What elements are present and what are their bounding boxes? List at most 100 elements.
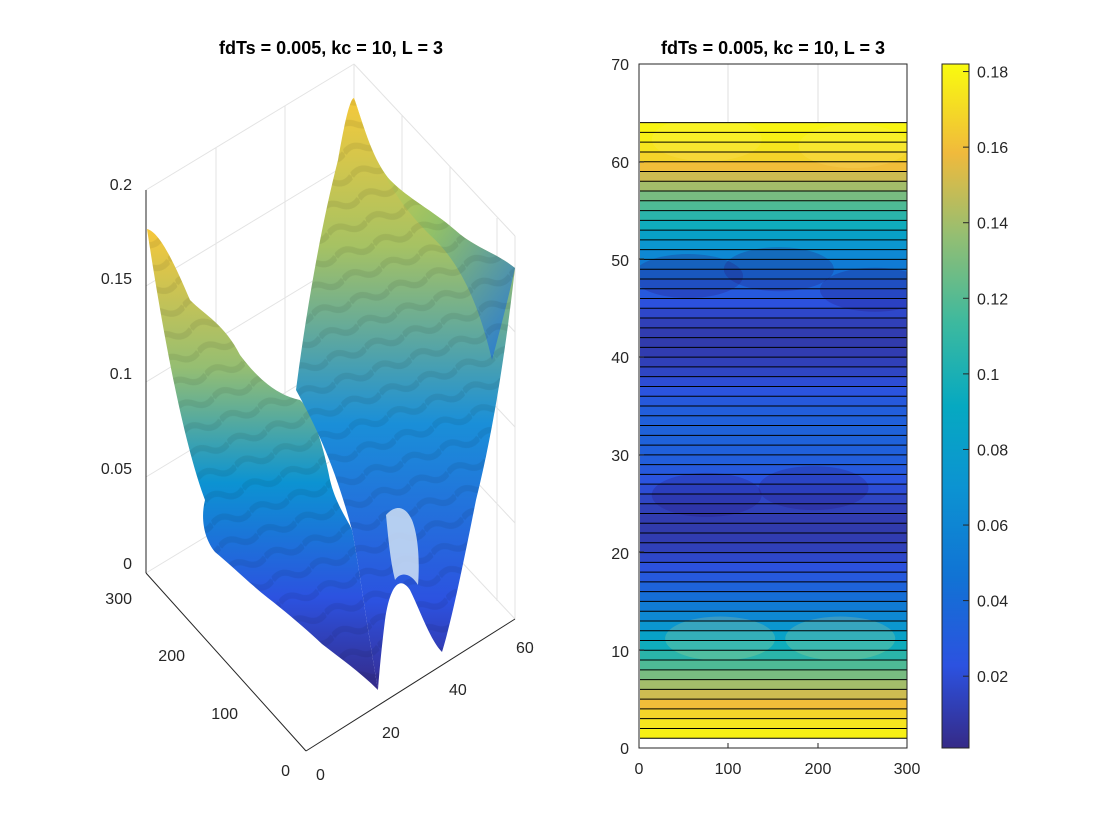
heatmap-row: [640, 386, 907, 397]
grid-top-left: [145, 63, 355, 191]
heatmap-tick-marks: [638, 63, 908, 748]
y-axis-line: [145, 572, 307, 752]
heatmap-row: [640, 620, 907, 632]
colorbar-gradient: [942, 64, 969, 748]
z-axis-ticks: 0 0.05 0.1 0.15 0.2: [101, 177, 132, 573]
heatmap-row: [640, 327, 907, 339]
hm-x-tick-3: 300: [894, 761, 921, 778]
heatmap-row: [640, 523, 907, 534]
heatmap-row: [640, 542, 907, 554]
x-tick-2: 40: [449, 682, 467, 699]
heatmap-row: [640, 337, 907, 348]
colorbar-frame: [941, 63, 970, 749]
y-tick-0: 0: [281, 763, 290, 780]
z-tick-3: 0.15: [101, 271, 132, 288]
heatmap-axes-box: [638, 63, 908, 749]
heatmap-plot: fdTs = 0.005, kc = 10, L = 3 0 10 20 30 …: [611, 38, 921, 778]
heatmap-row: [640, 689, 907, 700]
z-tick-1: 0.05: [101, 461, 132, 478]
heatmap-row: [640, 552, 907, 563]
heatmap-row: [640, 474, 907, 485]
heatmap-row: [640, 718, 907, 729]
colorbar-tick-label: 0.08: [977, 442, 1008, 459]
heatmap-row: [640, 269, 907, 280]
heatmap-row: [640, 533, 907, 544]
surface-mesh: [147, 98, 515, 690]
colorbar: 0.02 0.04 0.06 0.08 0.1 0.12 0.14 0.16 0.18: [941, 63, 1008, 749]
heatmap-row: [640, 484, 907, 495]
heatmap-row: [640, 171, 907, 182]
y-tick-3: 300: [105, 591, 132, 608]
hm-x-tick-1: 100: [715, 761, 742, 778]
hm-y-tick-0: 0: [620, 741, 629, 758]
heatmap-row: [640, 357, 907, 368]
heatmap-row: [640, 425, 907, 436]
heatmap-row: [640, 308, 907, 319]
heatmap-row: [640, 601, 907, 612]
grid-top-right: [353, 63, 516, 237]
heatmap-row: [640, 376, 907, 387]
hm-x-tick-2: 200: [805, 761, 832, 778]
heatmap-row: [640, 611, 907, 622]
heatmap-row: [640, 161, 907, 172]
heatmap-cells: [640, 122, 907, 738]
heatmap-row: [640, 699, 907, 710]
y-tick-2: 200: [158, 648, 185, 665]
colorbar-tick-label: 0.16: [977, 140, 1008, 157]
heatmap-title: fdTs = 0.005, kc = 10, L = 3: [661, 38, 885, 58]
heatmap-row: [640, 230, 907, 241]
heatmap-y-ticks: 0 10 20 30 40 50 60 70: [611, 57, 629, 758]
heatmap-patch: [785, 616, 896, 661]
heatmap-row: [640, 708, 907, 720]
heatmap-row: [640, 298, 907, 309]
heatmap-row: [640, 406, 907, 417]
heatmap-row: [640, 503, 907, 514]
x-tick-3: 60: [516, 640, 534, 657]
colorbar-tick-label: 0.04: [977, 594, 1008, 611]
colorbar-ticks: 0.02 0.04 0.06 0.08 0.1 0.12 0.14 0.16 0.18: [963, 65, 1008, 686]
hm-y-tick-4: 40: [611, 350, 629, 367]
heatmap-row: [640, 640, 907, 651]
colorbar-tick-label: 0.18: [977, 65, 1008, 82]
z-tick-2: 0.1: [110, 366, 132, 383]
heatmap-row: [640, 151, 907, 163]
colorbar-tick-label: 0.12: [977, 291, 1008, 308]
heatmap-patch: [798, 124, 907, 169]
heatmap-row: [640, 630, 907, 642]
heatmap-patch: [651, 472, 762, 517]
hm-y-tick-7: 70: [611, 57, 629, 74]
y-tick-1: 100: [211, 706, 238, 723]
z-tick-0: 0: [123, 556, 132, 573]
heatmap-row: [640, 660, 907, 671]
grid-z015: [145, 159, 355, 287]
heatmap-patch: [651, 122, 762, 162]
heatmap-row: [640, 366, 907, 378]
heatmap-row: [640, 650, 907, 661]
y-axis-ticks: 0 100 200 300: [105, 591, 290, 780]
heatmap-row: [640, 259, 907, 270]
heatmap-row: [640, 454, 907, 466]
hm-y-tick-3: 30: [611, 448, 629, 465]
heatmap-row: [640, 142, 907, 153]
surface-plot: fdTs = 0.005, kc = 10, L = 3: [101, 38, 534, 784]
heatmap-row: [640, 288, 907, 300]
heatmap-row: [640, 581, 907, 593]
heatmap-row: [640, 445, 907, 456]
x-tick-0: 0: [316, 767, 325, 784]
surface-axes: [145, 190, 516, 752]
heatmap-row-lines: [640, 122, 907, 739]
heatmap-row: [640, 122, 907, 133]
heatmap-row: [640, 396, 907, 407]
hm-y-tick-1: 10: [611, 644, 629, 661]
colorbar-tick-label: 0.06: [977, 518, 1008, 535]
heatmap-row: [640, 464, 907, 475]
x-axis-ticks: 0 20 40 60: [316, 640, 534, 784]
z-tick-4: 0.2: [110, 177, 132, 194]
heatmap-row: [640, 591, 907, 602]
surface-title: fdTs = 0.005, kc = 10, L = 3: [219, 38, 443, 58]
heatmap-row: [640, 415, 907, 427]
heatmap-row: [640, 562, 907, 573]
heatmap-patch: [665, 616, 776, 661]
heatmap-row: [640, 191, 907, 202]
